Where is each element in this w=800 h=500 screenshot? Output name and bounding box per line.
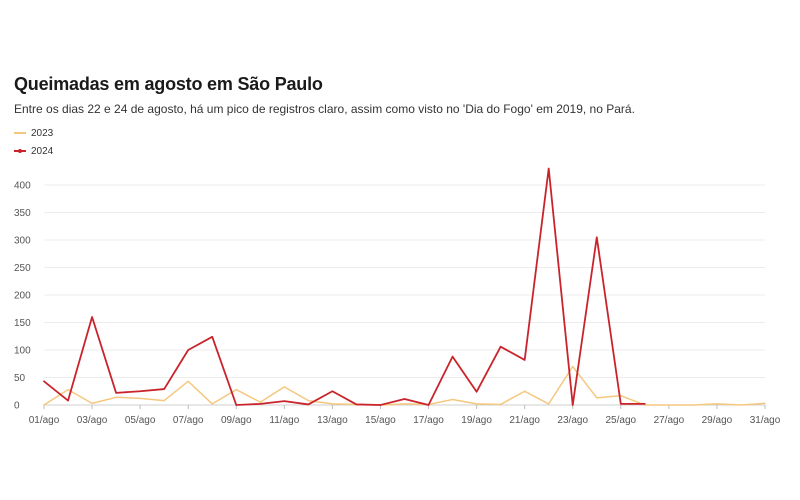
data-point-2023[interactable] [233,387,239,393]
y-tick-label: 150 [14,318,31,329]
data-point-2024[interactable] [113,390,119,396]
legend-swatch-2024 [14,149,26,153]
x-axis: 01/ago 03/ago 05/ago 07/ago 09/ago 11/ago 13/a… [29,405,781,426]
data-point-2023[interactable] [209,401,215,407]
x-tick-label: 05/ago [125,415,156,426]
y-tick-label: 100 [14,346,31,357]
data-point-2023[interactable] [89,400,95,406]
data-point-2024[interactable] [594,234,600,240]
data-point-2023[interactable] [690,402,696,408]
data-point-2023[interactable] [450,397,456,403]
y-axis-ticks: 0 50 100 150 200 250 300 350 400 [14,181,31,412]
series-2024 [41,166,648,408]
x-tick-label: 09/ago [221,415,252,426]
data-point-2024[interactable] [185,347,191,353]
x-tick-label: 15/ago [365,415,396,426]
chart-title: Queimadas em agosto em São Paulo [14,74,323,94]
data-point-2024[interactable] [402,396,408,402]
data-point-2024[interactable] [353,401,359,407]
x-tick-label: 11/ago [269,415,299,426]
data-point-2024[interactable] [570,402,576,408]
data-point-2023[interactable] [570,364,576,370]
data-point-2024[interactable] [65,398,71,404]
chart-subtitle: Entre os dias 22 e 24 de agosto, há um p… [14,102,635,116]
x-tick-label: 01/ago [29,415,60,426]
data-point-2024[interactable] [209,334,215,340]
data-point-2024[interactable] [498,344,504,350]
x-tick-label: 03/ago [77,415,108,426]
x-tick-label: 17/ago [413,415,444,426]
data-point-2023[interactable] [281,384,287,390]
data-point-2023[interactable] [738,402,744,408]
legend-item-2023[interactable]: 2023 [14,124,53,142]
x-tick-label: 07/ago [173,415,204,426]
data-point-2023[interactable] [522,388,528,394]
data-point-2024[interactable] [305,401,311,407]
x-tick-label: 29/ago [702,415,733,426]
y-tick-label: 200 [14,291,31,302]
gridlines [44,184,765,406]
data-point-2024[interactable] [161,386,167,392]
legend: 2023 2024 [14,124,53,160]
data-point-2024[interactable] [618,401,624,407]
data-point-2023[interactable] [185,378,191,384]
series-lines [41,166,768,408]
x-tick-label: 19/ago [461,415,492,426]
y-tick-label: 350 [14,208,31,219]
data-point-2023[interactable] [474,401,480,407]
data-point-2024[interactable] [281,398,287,404]
x-tick-label: 21/ago [509,415,540,426]
data-point-2024[interactable] [233,402,239,408]
y-tick-label: 0 [14,401,20,412]
data-point-2023[interactable] [41,402,47,408]
y-tick-label: 250 [14,263,31,274]
data-point-2024[interactable] [377,402,383,408]
data-point-2023[interactable] [546,401,552,407]
legend-label-2023: 2023 [31,127,54,139]
x-tick-label: 23/ago [557,415,588,426]
y-tick-label: 50 [14,373,26,384]
data-point-2024[interactable] [89,314,95,320]
x-tick-label: 31/ago [750,415,781,426]
data-point-2023[interactable] [714,401,720,407]
series-2023 [41,364,768,408]
data-point-2023[interactable] [161,398,167,404]
data-point-2024[interactable] [426,402,432,408]
data-point-2023[interactable] [329,401,335,407]
data-point-2024[interactable] [522,357,528,363]
series-line-2023[interactable] [43,365,766,406]
data-point-2024[interactable] [41,378,47,384]
data-point-2024[interactable] [329,388,335,394]
legend-label-2024: 2024 [31,145,54,157]
series-line-2024[interactable] [43,167,646,406]
data-point-2024[interactable] [137,388,143,394]
legend-swatch-2023 [14,132,26,134]
data-point-2023[interactable] [762,400,768,406]
data-point-2023[interactable] [498,401,504,407]
x-tick-label: 27/ago [654,415,685,426]
y-tick-label: 300 [14,236,31,247]
data-point-2024[interactable] [257,401,263,407]
data-point-2024[interactable] [474,389,480,395]
data-point-2024[interactable] [450,354,456,360]
data-point-2023[interactable] [137,395,143,401]
x-tick-label: 25/ago [606,415,637,426]
data-point-2023[interactable] [594,395,600,401]
legend-item-2024[interactable]: 2024 [14,142,53,160]
x-tick-label: 13/ago [317,415,348,426]
data-point-2023[interactable] [666,402,672,408]
data-point-2024[interactable] [546,166,552,172]
data-point-2024[interactable] [642,401,648,407]
y-tick-label: 400 [14,181,31,192]
